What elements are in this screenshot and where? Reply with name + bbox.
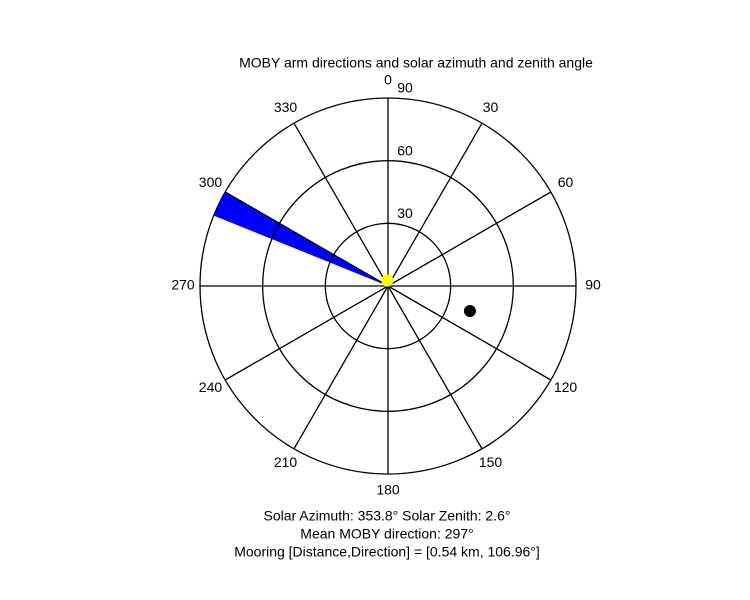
point	[463, 304, 476, 317]
annotation: Mooring [Distance,Direction] = [0.54 km,…	[234, 544, 540, 560]
annotation: Solar Azimuth: 353.8° Solar Zenith: 2.6°	[264, 508, 511, 524]
angle-tick-label: 60	[558, 174, 574, 190]
angle-tick-label: 120	[554, 379, 578, 395]
angle-tick-label: 90	[585, 277, 601, 293]
spoke	[224, 191, 389, 287]
angle-tick-label: 210	[274, 454, 298, 470]
spoke	[387, 285, 483, 450]
r-tick-label: 60	[397, 142, 413, 158]
annotation: Mean MOBY direction: 297°	[300, 526, 473, 542]
spoke	[387, 191, 552, 287]
angle-tick-label: 270	[171, 277, 195, 293]
spoke	[387, 122, 483, 287]
arm-wedge	[213, 192, 388, 286]
angle-tick-label: 180	[376, 482, 400, 498]
spoke	[293, 285, 389, 450]
r-tick-label: 30	[397, 205, 413, 221]
spoke	[387, 285, 552, 381]
spoke	[293, 122, 389, 287]
point	[381, 274, 394, 287]
angle-tick-label: 30	[483, 99, 499, 115]
spoke	[224, 285, 389, 381]
angle-tick-label: 0	[384, 72, 392, 88]
r-tick-label: 90	[397, 80, 413, 96]
angle-tick-label: 330	[274, 99, 298, 115]
chart-title: MOBY arm directions and solar azimuth an…	[239, 55, 593, 71]
angle-tick-label: 150	[479, 454, 503, 470]
angle-tick-label: 300	[199, 174, 223, 190]
angle-tick-label: 240	[199, 379, 223, 395]
